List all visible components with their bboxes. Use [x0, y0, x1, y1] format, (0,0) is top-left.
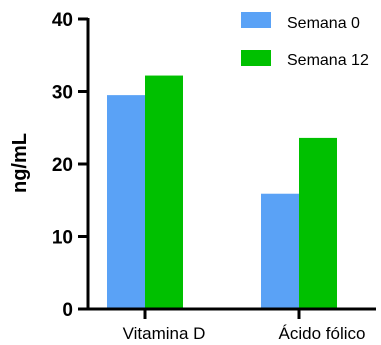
x-tick-label-acido-folico: Ácido fólico	[279, 324, 366, 343]
y-tick-label-0: 0	[62, 300, 73, 321]
plot-area: 0 10 20 30 40 Vitamina D Ácido fólico	[52, 10, 376, 343]
bar-semana-0-acido-folico	[261, 193, 299, 309]
y-axis-label: ng/mL	[9, 133, 31, 193]
y-tick-label-40: 40	[52, 10, 73, 31]
x-tick-label-vitamina-d: Vitamina D	[123, 324, 206, 343]
legend-swatch-semana-0	[241, 12, 271, 28]
bar-semana-0-vitamina-d	[107, 95, 145, 309]
legend-label-semana-0: Semana 0	[287, 15, 360, 32]
y-tick-label-10: 10	[52, 228, 73, 249]
y-tick-label-20: 20	[52, 155, 73, 176]
bar-semana-12-vitamina-d	[145, 75, 183, 309]
y-tick-label-30: 30	[52, 83, 73, 104]
legend: Semana 0 Semana 12	[241, 12, 369, 69]
bar-semana-12-acido-folico	[299, 137, 337, 309]
legend-swatch-semana-12	[241, 50, 271, 66]
legend-label-semana-12: Semana 12	[287, 52, 369, 69]
